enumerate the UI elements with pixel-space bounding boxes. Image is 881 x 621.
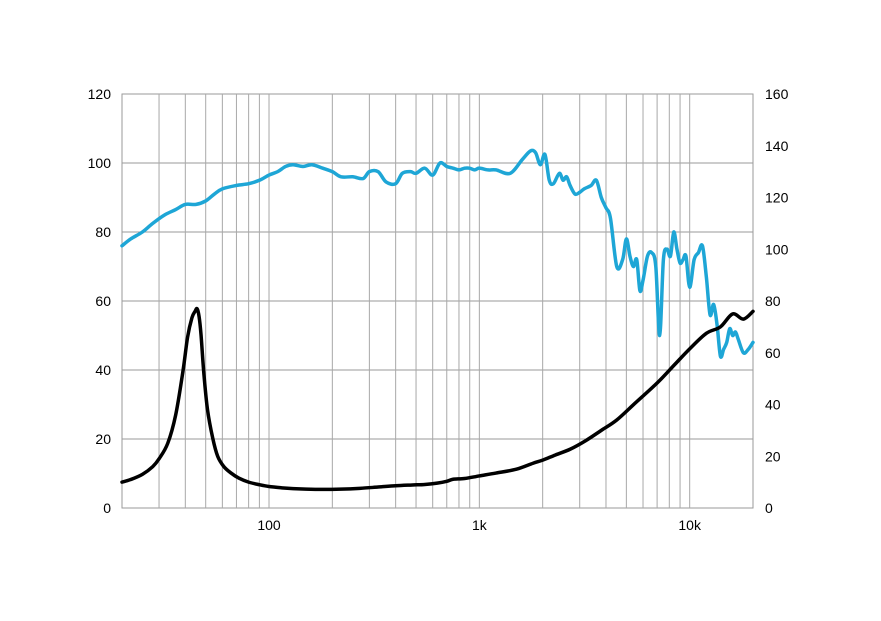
y-tick-label: 20 [95,431,111,447]
y2-tick-label: 160 [765,86,789,102]
y2-tick-label: 120 [765,190,789,206]
spl-line [120,148,755,359]
right-y-tick-labels: 0 20 40 60 80 100 120 140 160 [765,86,789,516]
y2-tick-label: 100 [765,241,789,257]
y-tick-label: 0 [103,500,111,516]
y2-tick-label: 40 [765,397,781,413]
x-tick-labels: 100 1k 10k [257,517,702,533]
x-tick-label: 10k [678,517,702,533]
y2-tick-label: 80 [765,293,781,309]
y-tick-label: 40 [95,362,111,378]
y-tick-label: 100 [88,155,112,171]
y2-tick-label: 0 [765,500,773,516]
y2-tick-label: 60 [765,345,781,361]
y-tick-label: 120 [88,86,112,102]
x-tick-label: 100 [257,517,281,533]
x-tick-label: 1k [472,517,488,533]
y2-tick-label: 20 [765,448,781,464]
y2-tick-label: 140 [765,138,789,154]
grid [122,94,753,508]
y-tick-label: 80 [95,224,111,240]
left-y-tick-labels: 0 20 40 60 80 100 120 [88,86,112,516]
y-tick-label: 60 [95,293,111,309]
impedance-line [120,306,755,492]
series-lines [120,148,755,492]
